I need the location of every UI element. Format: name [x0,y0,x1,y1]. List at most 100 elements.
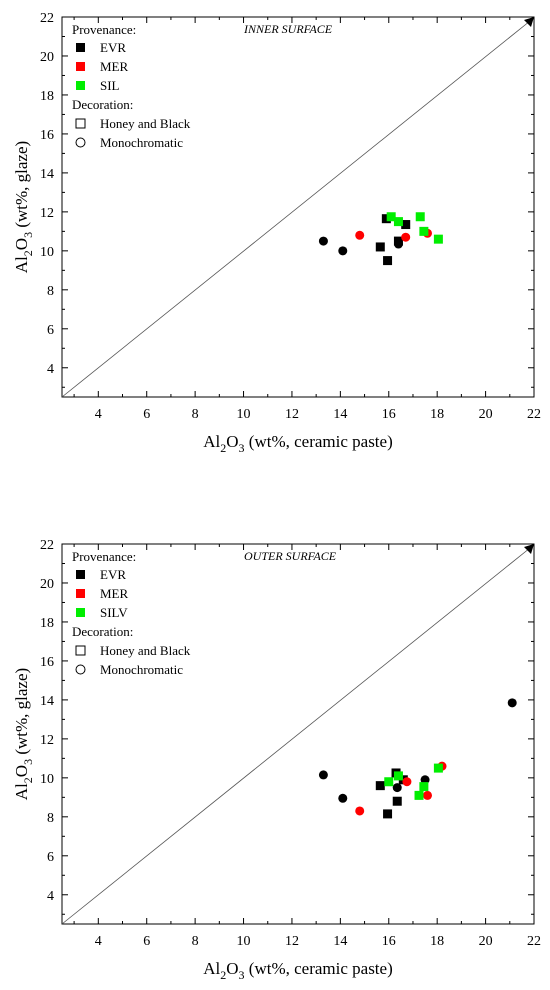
data-point-sil-square [386,212,396,222]
panel-label: OUTER SURFACE [244,549,337,563]
y-tick-label: 18 [40,616,54,631]
legend-label-evr: EVR [100,567,126,582]
legend-marker-square [75,645,86,656]
data-point-evr-square [401,220,411,230]
data-point-mer-circle [422,790,432,800]
data-point-evr-square [375,781,385,791]
data-point-mer-circle [402,777,412,787]
y-tick-label: 22 [40,11,54,26]
x-tick-label: 12 [285,934,299,949]
legend-label-evr: EVR [100,40,126,55]
x-tick-label: 8 [192,934,199,949]
x-tick-label: 18 [430,934,444,949]
legend-decoration-title: Decoration: [72,97,133,112]
data-point-evr-circle [318,770,328,780]
y-tick-label: 20 [40,577,54,592]
one-to-one-line [61,547,531,925]
legend-label-mer: MER [100,59,129,74]
x-tick-label: 6 [143,407,150,422]
data-point-silv-square [393,771,403,781]
legend-marker-evr [76,570,85,579]
legend-marker-circle [75,137,86,148]
data-point-silv-square [384,777,394,787]
legend-marker-mer [76,589,85,598]
data-point-evr-square [392,796,402,806]
data-point-mer-circle [401,232,411,242]
data-point-evr-circle [338,793,348,803]
y-tick-label: 8 [47,811,54,826]
y-tick-label: 14 [40,694,54,709]
panel-label: INNER SURFACE [243,22,333,36]
data-point-silv-square [433,763,443,773]
y-axis-title: Al2O3 (wt%, glaze) [12,668,35,800]
x-tick-label: 4 [95,407,102,422]
data-point-mer-circle [355,230,365,240]
legend-label-circle: Monochromatic [100,135,183,150]
y-axis-title: Al2O3 (wt%, glaze) [12,141,35,273]
x-tick-label: 14 [333,934,347,949]
x-tick-label: 18 [430,407,444,422]
legend-provenance-title: Provenance: [72,549,136,564]
x-tick-label: 10 [237,407,251,422]
legend-provenance-title: Provenance: [72,22,136,37]
y-tick-label: 12 [40,733,54,748]
x-tick-label: 8 [192,407,199,422]
y-tick-label: 14 [40,167,54,182]
data-point-evr-square [383,809,393,819]
x-tick-label: 16 [382,407,396,422]
data-point-evr-circle [338,246,348,256]
legend-marker-sil [76,81,85,90]
data-point-sil-square [419,226,429,236]
y-tick-label: 16 [40,655,54,670]
y-tick-label: 10 [40,245,54,260]
data-point-sil-square [415,212,425,222]
y-tick-label: 18 [40,89,54,104]
x-tick-label: 12 [285,407,299,422]
inner-surface-chart: 4 6 8 10 12 14 16 18 20 22 4 6 8 10 12 14 16 18 20 22 Al2O3 … [12,11,541,455]
legend-label-mer: MER [100,586,129,601]
outer-surface-chart: 4 6 8 10 12 14 16 18 20 22 4 6 8 10 12 14 16 18 20 22 Al2O3 … [12,538,541,982]
x-axis-title: Al2O3 (wt%, ceramic paste) [203,959,392,982]
data-point-evr-square [383,256,393,266]
legend-marker-evr [76,43,85,52]
plot-frame [61,16,535,398]
data-point-mer-circle [355,806,365,816]
y-tick-label: 16 [40,128,54,143]
data-point-evr-circle [392,783,402,793]
x-tick-label: 16 [382,934,396,949]
legend-marker-mer [76,62,85,71]
x-tick-label: 22 [527,407,541,422]
x-tick-label: 6 [143,934,150,949]
legend-label-square: Honey and Black [100,643,191,658]
one-to-one-line [61,20,531,398]
data-point-evr-circle [420,775,430,785]
y-tick-label: 20 [40,50,54,65]
legend-decoration-title: Decoration: [72,624,133,639]
x-tick-label: 22 [527,934,541,949]
data-point-evr-square [381,214,391,224]
legend-marker-circle [75,664,86,675]
y-tick-label: 6 [47,850,54,865]
data-point-evr-circle [318,236,328,246]
legend-marker-square [75,118,86,129]
data-point-evr-square [375,242,385,252]
x-axis-title: Al2O3 (wt%, ceramic paste) [203,432,392,455]
y-tick-label: 4 [47,362,54,377]
legend-marker-silv [76,608,85,617]
y-tick-label: 6 [47,323,54,338]
data-point-evr-circle [507,698,517,708]
x-tick-label: 4 [95,934,102,949]
data-point-silv-square [414,790,424,800]
legend-label-sil: SIL [100,78,120,93]
y-tick-label: 10 [40,772,54,787]
data-point-silv-square [419,782,429,792]
data-point-sil-square [393,217,403,227]
legend-label-silv: SILV [100,605,128,620]
x-tick-label: 20 [479,934,493,949]
x-tick-label: 14 [333,407,347,422]
legend-label-square: Honey and Black [100,116,191,131]
data-point-sil-square [433,234,443,244]
one-to-one-arrowhead [524,544,534,554]
y-tick-label: 22 [40,538,54,553]
y-tick-label: 8 [47,284,54,299]
